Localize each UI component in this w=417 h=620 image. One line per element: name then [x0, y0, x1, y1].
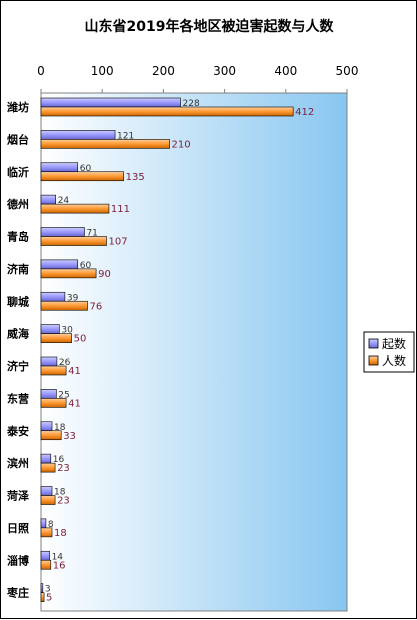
category-label: 潍坊 — [7, 100, 29, 114]
data-label-series-1: 50 — [74, 334, 87, 345]
x-tick-label: 100 — [91, 64, 114, 78]
data-label-series-0: 30 — [61, 326, 73, 336]
bar-series-1 — [40, 171, 124, 182]
bar-series-1 — [40, 203, 110, 214]
bar-series-0 — [40, 389, 57, 399]
bar-series-1 — [40, 236, 107, 246]
legend: 起数 人数 — [363, 331, 415, 373]
data-label-series-1: 18 — [54, 528, 67, 539]
data-label-series-0: 228 — [183, 99, 200, 109]
bar-series-0 — [40, 356, 58, 367]
bar-series-0 — [40, 583, 44, 593]
bar-series-1 — [40, 430, 62, 441]
bar-series-1 — [40, 139, 170, 149]
bar-series-0 — [40, 162, 79, 173]
data-label-series-1: 23 — [57, 496, 70, 507]
bar-series-0 — [40, 518, 47, 529]
data-label-series-0: 26 — [59, 358, 71, 368]
bar-series-0 — [40, 227, 85, 237]
bar-series-0 — [40, 291, 66, 302]
bar-series-0 — [40, 194, 56, 205]
x-tick-label: 300 — [213, 64, 236, 78]
category-label: 菏泽 — [7, 489, 29, 503]
legend-label-series-1: 人数 — [382, 353, 406, 368]
data-label-series-0: 60 — [80, 261, 92, 271]
bar-series-0 — [40, 259, 79, 270]
data-label-series-1: 16 — [53, 560, 66, 571]
data-label-series-0: 18 — [54, 423, 66, 433]
legend-swatch-series-1 — [368, 355, 379, 366]
bar-series-1 — [40, 106, 294, 117]
data-label-series-1: 41 — [68, 398, 81, 409]
legend-swatch-series-0 — [368, 338, 379, 349]
category-label: 日照 — [7, 522, 29, 535]
data-label-series-0: 71 — [86, 229, 97, 239]
data-label-series-0: 3 — [45, 585, 51, 595]
category-label: 临沂 — [7, 165, 29, 179]
category-label: 德州 — [6, 197, 29, 211]
x-axis-ticks: 0 100 200 300 400 500 — [37, 64, 358, 93]
x-tick-label: 0 — [37, 64, 45, 78]
category-label: 济南 — [7, 262, 29, 276]
x-tick-label: 500 — [336, 64, 359, 78]
data-label-series-1: 412 — [295, 107, 314, 118]
data-label-series-0: 25 — [58, 390, 69, 400]
bar-series-0 — [40, 130, 116, 140]
bar-series-1 — [40, 592, 45, 602]
bar-series-1 — [40, 268, 97, 279]
category-label: 青岛 — [7, 230, 29, 244]
data-label-series-0: 24 — [58, 196, 70, 206]
category-label: 枣庄 — [6, 586, 29, 600]
data-label-series-0: 121 — [117, 131, 134, 141]
data-label-series-0: 39 — [67, 293, 79, 303]
data-label-series-1: 111 — [111, 204, 130, 215]
bar-series-0 — [40, 486, 53, 496]
data-label-series-1: 33 — [63, 431, 76, 442]
data-label-series-1: 90 — [98, 269, 111, 280]
legend-label-series-0: 起数 — [382, 336, 406, 351]
bar-series-0 — [40, 324, 60, 334]
bar-series-0 — [40, 550, 50, 561]
bar-series-0 — [40, 421, 53, 432]
category-label: 聊城 — [7, 294, 29, 308]
data-label-series-1: 41 — [68, 366, 81, 377]
category-label: 济宁 — [7, 359, 29, 373]
data-label-series-0: 8 — [48, 520, 54, 530]
bar-series-1 — [40, 559, 52, 570]
bar-series-0 — [40, 453, 52, 464]
category-label: 淄博 — [7, 553, 29, 567]
data-label-series-1: 107 — [108, 237, 127, 248]
bar-series-1 — [40, 300, 88, 311]
category-label: 泰安 — [6, 424, 29, 438]
data-label-series-1: 5 — [46, 593, 52, 604]
bar-series-1 — [40, 333, 72, 343]
data-label-series-0: 18 — [54, 488, 66, 498]
x-tick-label: 200 — [152, 64, 175, 78]
bar-series-1 — [40, 462, 56, 473]
category-label: 烟台 — [7, 132, 29, 146]
data-label-series-1: 23 — [57, 463, 70, 474]
data-label-series-0: 60 — [80, 164, 92, 174]
category-label: 威海 — [7, 327, 29, 341]
bar-series-0 — [40, 97, 181, 108]
bar-series-1 — [40, 527, 53, 538]
data-label-series-1: 135 — [126, 172, 145, 183]
category-label: 滨州 — [7, 456, 29, 470]
bar-series-1 — [40, 365, 67, 376]
x-tick-label: 400 — [274, 64, 297, 78]
bar-series-1 — [40, 398, 67, 408]
data-label-series-1: 76 — [90, 301, 103, 312]
data-label-series-0: 14 — [52, 552, 64, 562]
data-label-series-0: 16 — [53, 455, 65, 465]
bar-series-1 — [40, 495, 56, 505]
category-label: 东营 — [7, 391, 29, 405]
data-label-series-1: 210 — [172, 139, 191, 150]
chart-title: 山东省2019年各地区被迫害起数与人数 — [85, 18, 335, 35]
